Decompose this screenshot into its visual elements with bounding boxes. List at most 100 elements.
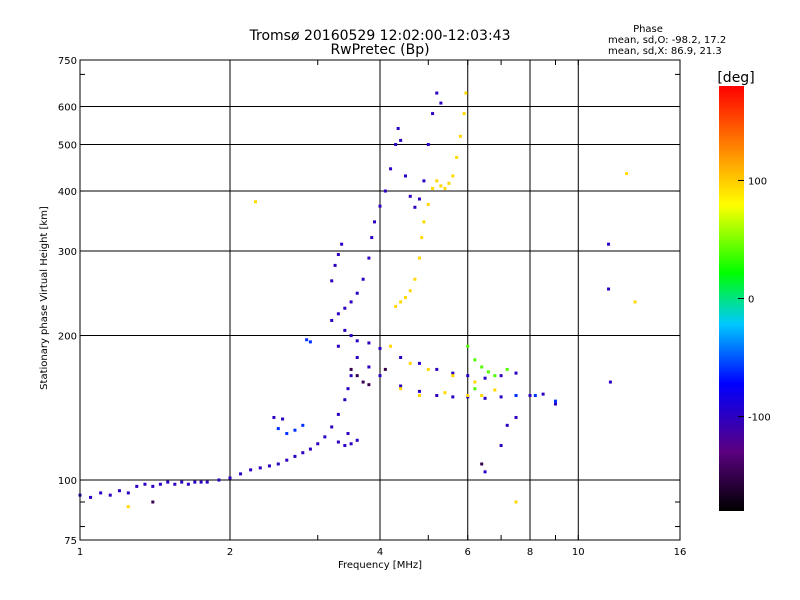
data-point — [253, 200, 257, 204]
data-point — [480, 394, 484, 398]
data-point — [336, 312, 340, 316]
data-point — [336, 344, 340, 348]
data-point — [323, 435, 327, 439]
data-point — [151, 484, 155, 488]
data-point — [408, 361, 412, 365]
data-point — [276, 462, 280, 466]
data-point — [389, 167, 393, 171]
data-point — [349, 334, 353, 338]
data-point — [301, 451, 305, 455]
data-point — [399, 300, 403, 304]
data-point — [378, 374, 382, 378]
colorbar-ticks: 100 0 -100 — [738, 176, 771, 424]
data-point — [473, 387, 477, 391]
data-point — [367, 365, 371, 369]
colorbar-label: [deg] — [717, 70, 754, 86]
data-point — [451, 374, 455, 378]
data-point — [431, 112, 435, 116]
data-point — [336, 440, 340, 444]
data-point — [435, 91, 439, 95]
data-point — [483, 396, 487, 400]
data-point — [514, 500, 518, 504]
data-point — [281, 417, 285, 421]
data-point — [499, 395, 503, 399]
data-point — [394, 304, 398, 308]
info-line-x: mean, sd,X: 86.9, 21.3 — [608, 46, 722, 57]
data-point — [343, 306, 347, 310]
data-point — [285, 432, 289, 436]
data-point — [435, 394, 439, 398]
data-point — [228, 476, 232, 480]
data-point — [343, 328, 347, 332]
data-point — [443, 186, 447, 190]
data-point — [451, 395, 455, 399]
y-tick-label: 600 — [58, 103, 77, 114]
data-point — [451, 371, 455, 375]
data-point — [151, 500, 155, 504]
data-point — [166, 480, 170, 484]
data-point — [173, 482, 177, 486]
data-point — [466, 344, 470, 348]
data-point — [413, 205, 417, 209]
data-point — [607, 242, 611, 246]
colorbar: [deg] 100 0 -100 — [717, 70, 771, 511]
data-point — [346, 387, 350, 391]
data-point — [330, 279, 334, 283]
data-point — [426, 202, 430, 206]
data-point — [367, 256, 371, 260]
data-point — [514, 415, 518, 419]
data-point — [355, 339, 359, 343]
grid — [80, 60, 680, 540]
data-point — [108, 493, 112, 497]
data-point — [514, 371, 518, 375]
info-line-o: mean, sd,O: -98.2, 17.2 — [608, 35, 726, 46]
x-axis-ticks: 1 2 4 6 8 10 16 — [77, 60, 686, 558]
colorbar-tick-label: -100 — [748, 413, 771, 424]
data-point — [367, 383, 371, 387]
data-point — [607, 287, 611, 291]
data-point — [349, 442, 353, 446]
data-point — [399, 384, 403, 388]
data-point — [435, 367, 439, 371]
data-point — [422, 179, 426, 183]
data-point — [205, 480, 209, 484]
colorbar-tick-label: 0 — [748, 295, 754, 306]
data-point — [180, 480, 184, 484]
data-point — [399, 355, 403, 359]
data-point — [355, 374, 359, 378]
data-point — [305, 338, 309, 342]
data-point — [403, 296, 407, 300]
data-point — [186, 482, 190, 486]
data-point — [443, 391, 447, 395]
data-point — [466, 394, 470, 398]
data-point — [431, 186, 435, 190]
data-point — [420, 236, 424, 240]
data-point — [483, 470, 487, 474]
data-point — [608, 380, 612, 384]
x-tick-label: 4 — [377, 547, 383, 558]
data-point — [361, 380, 365, 384]
data-point — [528, 394, 532, 398]
data-point — [272, 415, 276, 419]
data-point — [316, 442, 320, 446]
data-point — [389, 344, 393, 348]
data-point — [89, 495, 93, 499]
data-point — [378, 204, 382, 208]
y-axis-ticks: 75 100 200 300 400 500 600 750 — [58, 56, 680, 547]
data-point — [439, 184, 443, 188]
data-point — [399, 138, 403, 142]
data-point — [343, 398, 347, 402]
x-axis-label: Frequency [MHz] — [338, 560, 422, 571]
data-point — [413, 277, 417, 281]
data-point — [417, 256, 421, 260]
data-point — [422, 220, 426, 224]
y-tick-label: 75 — [64, 536, 77, 547]
x-tick-label: 6 — [465, 547, 471, 558]
x-tick-label: 2 — [227, 547, 233, 558]
data-point — [367, 341, 371, 345]
y-tick-label: 100 — [58, 476, 77, 487]
data-point — [301, 423, 305, 427]
data-point — [553, 399, 557, 403]
data-point — [403, 174, 407, 178]
